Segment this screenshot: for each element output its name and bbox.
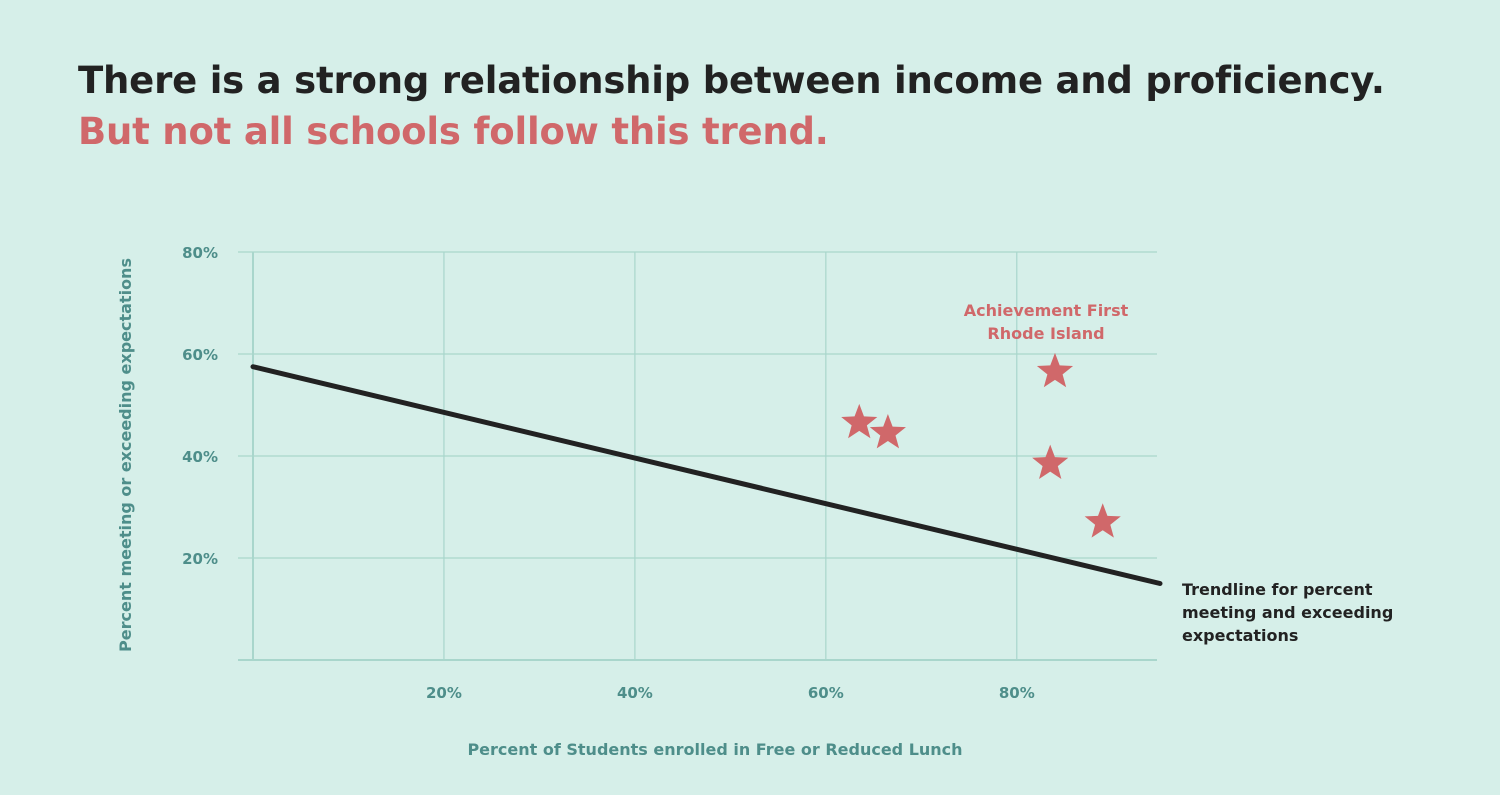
tick-labels: 20% 40% 60% 80% 20% 40% 60% 80% [182,244,1035,702]
annotation-school-label: Achievement First [964,301,1129,320]
annotations: Achievement First Rhode Island Trendline f… [964,301,1394,645]
x-tick-label: 40% [617,684,653,702]
star-data-point [1036,352,1074,388]
annotation-school-label: Rhode Island [987,324,1104,343]
star-data-point [869,414,906,449]
chart-title: There is a strong relationship between i… [78,59,1385,102]
chart-subtitle: But not all schools follow this trend. [78,110,829,153]
x-tick-label: 80% [999,684,1035,702]
y-tick-label: 60% [182,346,218,364]
annotation-trendline-label: meeting and exceeding [1182,603,1393,622]
data-points [841,352,1121,538]
star-data-point [1084,503,1121,538]
x-axis-title: Percent of Students enrolled in Free or … [467,740,962,759]
y-tick-label: 80% [182,244,218,262]
annotation-trendline-label: expectations [1182,626,1298,645]
y-axis-title: Percent meeting or exceeding expectation… [116,258,135,652]
trendline-group [250,364,1163,586]
x-tick-label: 20% [426,684,462,702]
y-tick-label: 20% [182,550,218,568]
grid-lines [238,251,1157,660]
x-tick-label: 60% [808,684,844,702]
trendline [250,364,1163,586]
annotation-trendline-label: Trendline for percent [1182,580,1373,599]
axes [238,252,1157,661]
star-data-point [1032,444,1069,480]
star-data-point [841,403,878,439]
y-tick-label: 40% [182,448,218,466]
